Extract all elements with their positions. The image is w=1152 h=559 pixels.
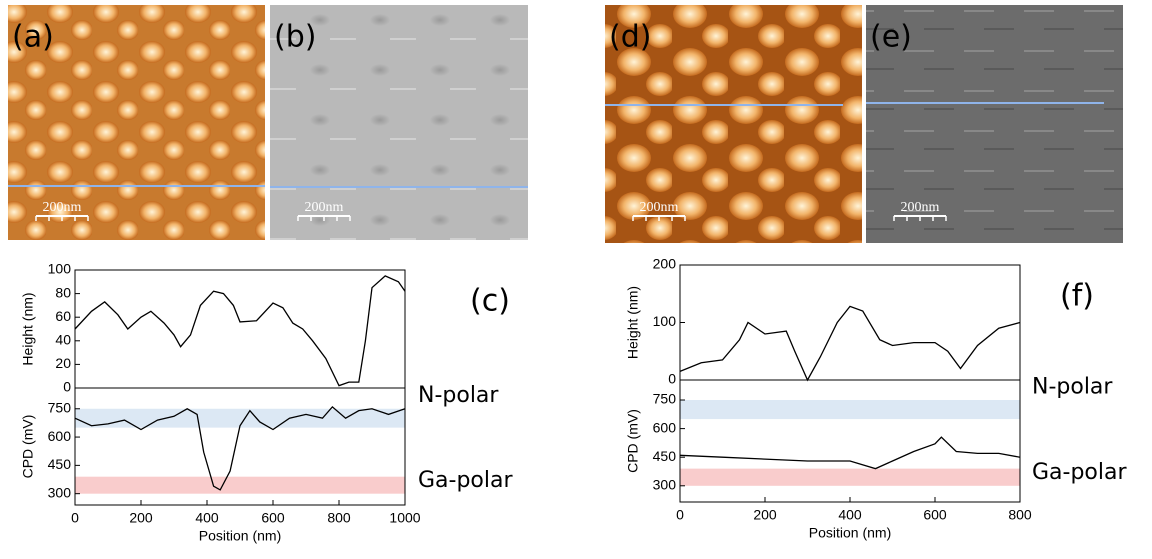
y-tick-label: 20 xyxy=(55,355,71,371)
y-tick-label: 600 xyxy=(48,428,72,444)
x-tick-label: 800 xyxy=(1008,507,1032,523)
y-tick-label: 100 xyxy=(653,313,677,329)
x-tick-label: 200 xyxy=(753,507,777,523)
kpfm-image xyxy=(866,5,1123,243)
chart: N-polar Ga-polar 300 450 600 750 0 200 400 600 800… xyxy=(625,375,1128,541)
polarity-band xyxy=(680,400,1020,420)
panel-label: (a) xyxy=(12,20,54,55)
x-axis-label: Position (nm) xyxy=(199,528,281,544)
scale-bar-label: 200nm xyxy=(43,200,82,215)
band-label: N-polar xyxy=(418,383,499,408)
topography-image xyxy=(8,5,265,240)
y-axis-label: CPD (mV) xyxy=(625,409,641,473)
y-tick-label: 450 xyxy=(653,448,677,464)
x-axis-label: Position (nm) xyxy=(809,525,891,541)
x-tick-label: 200 xyxy=(129,510,153,526)
polarity-band xyxy=(75,408,405,428)
y-tick-label: 60 xyxy=(55,308,71,324)
scale-bar-label: 200nm xyxy=(305,200,344,215)
y-tick-label: 0 xyxy=(63,379,71,395)
y-tick-label: 450 xyxy=(48,456,72,472)
scale-bar-label: 200nm xyxy=(901,200,940,215)
y-axis-label: Height (nm) xyxy=(20,292,36,365)
y-tick-label: 750 xyxy=(48,399,72,415)
y-tick-label: 750 xyxy=(653,391,677,407)
y-tick-label: 300 xyxy=(653,477,677,493)
chart: N-polar Ga-polar 300 450 600 750 0 200 400 600 800… xyxy=(20,383,514,544)
x-tick-label: 1000 xyxy=(389,510,420,526)
band-label: N-polar xyxy=(1032,375,1113,400)
x-tick-label: 0 xyxy=(676,507,684,523)
scale-bar-label: 200nm xyxy=(640,200,679,215)
x-tick-label: 0 xyxy=(71,510,79,526)
x-tick-label: 600 xyxy=(261,510,285,526)
data-line xyxy=(74,405,406,491)
topography-image xyxy=(605,5,862,243)
data-line xyxy=(679,436,1021,470)
chart: 0 20 40 60 80 100 Height (nm) (c) xyxy=(20,261,510,395)
y-tick-label: 40 xyxy=(55,332,71,348)
x-tick-label: 400 xyxy=(195,510,219,526)
x-tick-label: 800 xyxy=(327,510,351,526)
x-tick-label: 600 xyxy=(923,507,947,523)
kpfm-image xyxy=(270,5,528,240)
y-tick-label: 100 xyxy=(48,261,72,277)
y-tick-label: 0 xyxy=(668,371,676,387)
chart: 0 100 200 Height (nm) (f) xyxy=(625,256,1094,387)
panel-label: (e) xyxy=(870,20,912,55)
data-line xyxy=(679,305,1021,382)
afm-images xyxy=(8,5,1123,243)
y-axis-label: CPD (mV) xyxy=(20,415,36,479)
panel-label: (f) xyxy=(1060,279,1094,314)
panel-label: (c) xyxy=(470,284,510,319)
y-tick-label: 600 xyxy=(653,419,677,435)
band-label: Ga-polar xyxy=(418,468,513,493)
data-line xyxy=(74,275,406,387)
panel-label: (b) xyxy=(274,20,316,55)
y-tick-label: 80 xyxy=(55,284,71,300)
plot-frame xyxy=(679,264,1021,381)
y-tick-label: 200 xyxy=(653,256,677,272)
plot-frame xyxy=(74,387,406,506)
panel-label: (d) xyxy=(609,20,651,55)
polarity-band xyxy=(75,476,405,494)
y-axis-label: Height (nm) xyxy=(625,286,641,359)
band-label: Ga-polar xyxy=(1032,460,1127,485)
plot-frame xyxy=(74,269,406,389)
y-tick-label: 300 xyxy=(48,484,72,500)
polarity-band xyxy=(680,468,1020,486)
x-tick-label: 400 xyxy=(838,507,862,523)
